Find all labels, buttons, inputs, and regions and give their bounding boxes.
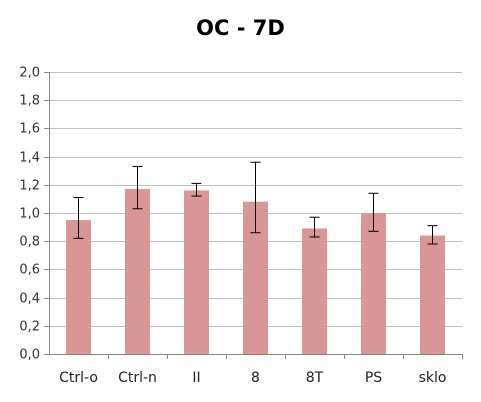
y-tick-label: 1,6 xyxy=(19,122,40,137)
y-tick-label: 1,8 xyxy=(19,94,40,109)
y-tick-label: 1,4 xyxy=(19,151,40,166)
bar xyxy=(125,189,150,354)
bar xyxy=(420,235,445,354)
y-tick-label: 0,0 xyxy=(19,348,40,363)
y-tick-label: 0,4 xyxy=(19,292,40,307)
bar xyxy=(184,190,209,354)
x-tick-label: Ctrl-n xyxy=(118,370,157,386)
y-tick-label: 0,6 xyxy=(19,263,40,278)
y-tick-label: 0,8 xyxy=(19,235,40,250)
x-tick-label: sklo xyxy=(419,370,447,386)
y-tick-label: 2,0 xyxy=(19,66,40,81)
bar xyxy=(66,220,91,354)
y-tick-label: 0,2 xyxy=(19,320,40,335)
x-tick-label: 8T xyxy=(306,370,324,386)
x-tick-label: Ctrl-o xyxy=(59,370,98,386)
chart-title: OC - 7D xyxy=(196,16,285,40)
y-tick-label: 1,2 xyxy=(19,179,40,194)
x-tick-label: 8 xyxy=(251,370,260,386)
bar xyxy=(361,213,386,354)
x-tick-label: PS xyxy=(365,370,382,386)
y-tick-label: 1,0 xyxy=(19,207,40,222)
bar xyxy=(302,228,327,354)
x-tick-label: II xyxy=(192,370,200,386)
